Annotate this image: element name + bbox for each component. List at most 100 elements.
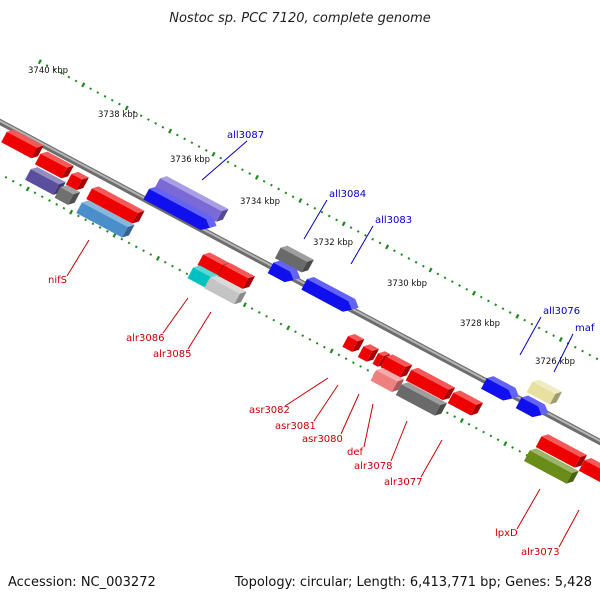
- scale-tick: [176, 133, 179, 137]
- reverse-gene-label-alr3073[interactable]: alr3073: [521, 547, 559, 558]
- scale-tick: [552, 334, 555, 338]
- scale-label-3734-kbp: 3734 kbp: [240, 197, 280, 207]
- gene-front-face: [204, 277, 240, 305]
- scale-tick: [98, 226, 102, 229]
- scale-tick: [503, 441, 508, 447]
- scale-tick: [190, 141, 194, 145]
- gene-front-face: [380, 356, 406, 378]
- scale-tick: [183, 137, 186, 141]
- gene-top-face: [159, 176, 229, 212]
- leader-line: [553, 333, 574, 373]
- gene-top-face: [60, 185, 81, 195]
- scale-tick: [537, 326, 541, 330]
- scale-tick: [197, 145, 201, 148]
- scale-tick: [489, 434, 493, 438]
- reverse-gene-label-alr3085[interactable]: alr3085: [153, 349, 191, 360]
- scale-tick: [81, 82, 86, 88]
- scale-tick: [120, 237, 124, 241]
- reverse-gene-label-asr3082[interactable]: asr3082: [249, 405, 290, 416]
- gene-top-face: [363, 344, 379, 352]
- leader-line: [284, 377, 329, 407]
- gene-feature: [274, 245, 314, 273]
- forward-gene-label-all3084[interactable]: all3084: [329, 189, 366, 200]
- scale-tick: [226, 160, 230, 164]
- scale-tick: [106, 230, 109, 233]
- scale-tick: [262, 179, 266, 183]
- gene-front-face: [1, 131, 37, 159]
- reverse-gene-label-asr3081[interactable]: asr3081: [275, 421, 316, 432]
- scale-tick: [96, 91, 100, 94]
- gene-top-face: [532, 379, 563, 394]
- scale-tick: [25, 186, 30, 192]
- gene-front-face: [372, 353, 384, 367]
- scale-tick: [349, 226, 353, 229]
- scale-tick: [139, 114, 143, 118]
- gene-feature: [143, 186, 217, 230]
- reverse-gene-label-lpxd[interactable]: lpxD: [495, 528, 518, 539]
- gene-feature: [523, 448, 579, 484]
- gene-side-face: [122, 224, 135, 238]
- scale-tick: [428, 267, 433, 273]
- leader-line: [558, 509, 580, 548]
- scale-tick: [467, 422, 471, 426]
- scale-tick: [371, 237, 375, 241]
- forward-gene-label-all3076[interactable]: all3076: [543, 306, 580, 317]
- scale-tick: [110, 98, 114, 102]
- gene-top-face: [378, 351, 391, 357]
- forward-gene-label-all3083[interactable]: all3083: [375, 215, 412, 226]
- accession-text: Accession: NC_003272: [8, 575, 156, 590]
- reverse-gene-label-alr3078[interactable]: alr3078: [354, 461, 392, 472]
- gene-front-face: [395, 384, 441, 416]
- gene-side-face: [442, 387, 456, 401]
- scale-tick: [352, 361, 355, 364]
- scale-tick: [530, 322, 534, 326]
- gene-front-face: [154, 178, 222, 222]
- scale-tick: [459, 417, 464, 424]
- scale-tick: [45, 64, 49, 67]
- gene-top-face: [203, 252, 230, 265]
- reverse-gene-label-alr3077[interactable]: alr3077: [384, 477, 422, 488]
- reverse-gene-label-alr3086[interactable]: alr3086: [126, 333, 164, 344]
- scale-tick: [37, 59, 42, 65]
- gene-front-face: [267, 262, 294, 283]
- reverse-gene-label-def[interactable]: def: [347, 447, 364, 458]
- scale-tick: [219, 156, 223, 160]
- leader-line: [66, 239, 90, 277]
- scale-tick: [327, 214, 331, 218]
- reverse-gene-label-nifs[interactable]: nifS: [48, 275, 67, 286]
- scale-tick: [204, 149, 208, 152]
- scale-tick: [155, 255, 161, 261]
- gene-feature: [342, 334, 365, 352]
- gene-feature: [65, 171, 89, 191]
- gene-side-face: [31, 145, 44, 159]
- gene-top-face: [529, 448, 579, 473]
- scale-tick: [378, 241, 382, 245]
- leader-line: [363, 403, 374, 448]
- forward-gene-label-all3087[interactable]: all3087: [227, 130, 264, 141]
- scale-tick: [154, 122, 157, 125]
- scale-tick: [337, 353, 341, 357]
- scale-tick: [366, 368, 370, 372]
- scale-tick: [77, 214, 80, 218]
- scale-tick: [501, 307, 505, 310]
- reverse-gene-label-asr3080[interactable]: asr3080: [302, 434, 343, 445]
- scale-label-3736-kbp: 3736 kbp: [170, 155, 210, 165]
- scale-tick: [518, 450, 522, 453]
- gene-top-face: [273, 260, 301, 281]
- gene-feature: [578, 458, 600, 484]
- scale-tick: [487, 299, 490, 303]
- gene-front-face: [526, 381, 556, 405]
- scale-tick: [60, 71, 63, 75]
- scale-tick: [545, 330, 548, 334]
- gene-top-face: [401, 382, 448, 406]
- scale-label-3726-kbp: 3726 kbp: [535, 357, 575, 367]
- gene-side-face: [549, 391, 563, 405]
- forward-gene-label-maf[interactable]: maf: [575, 323, 595, 334]
- gene-top-face: [223, 263, 255, 279]
- gene-side-face: [242, 276, 255, 289]
- scale-tick: [233, 164, 237, 168]
- leader-line: [187, 311, 212, 350]
- scale-label-3738-kbp: 3738 kbp: [98, 110, 138, 120]
- scale-tick: [364, 233, 367, 237]
- leader-line: [516, 488, 541, 530]
